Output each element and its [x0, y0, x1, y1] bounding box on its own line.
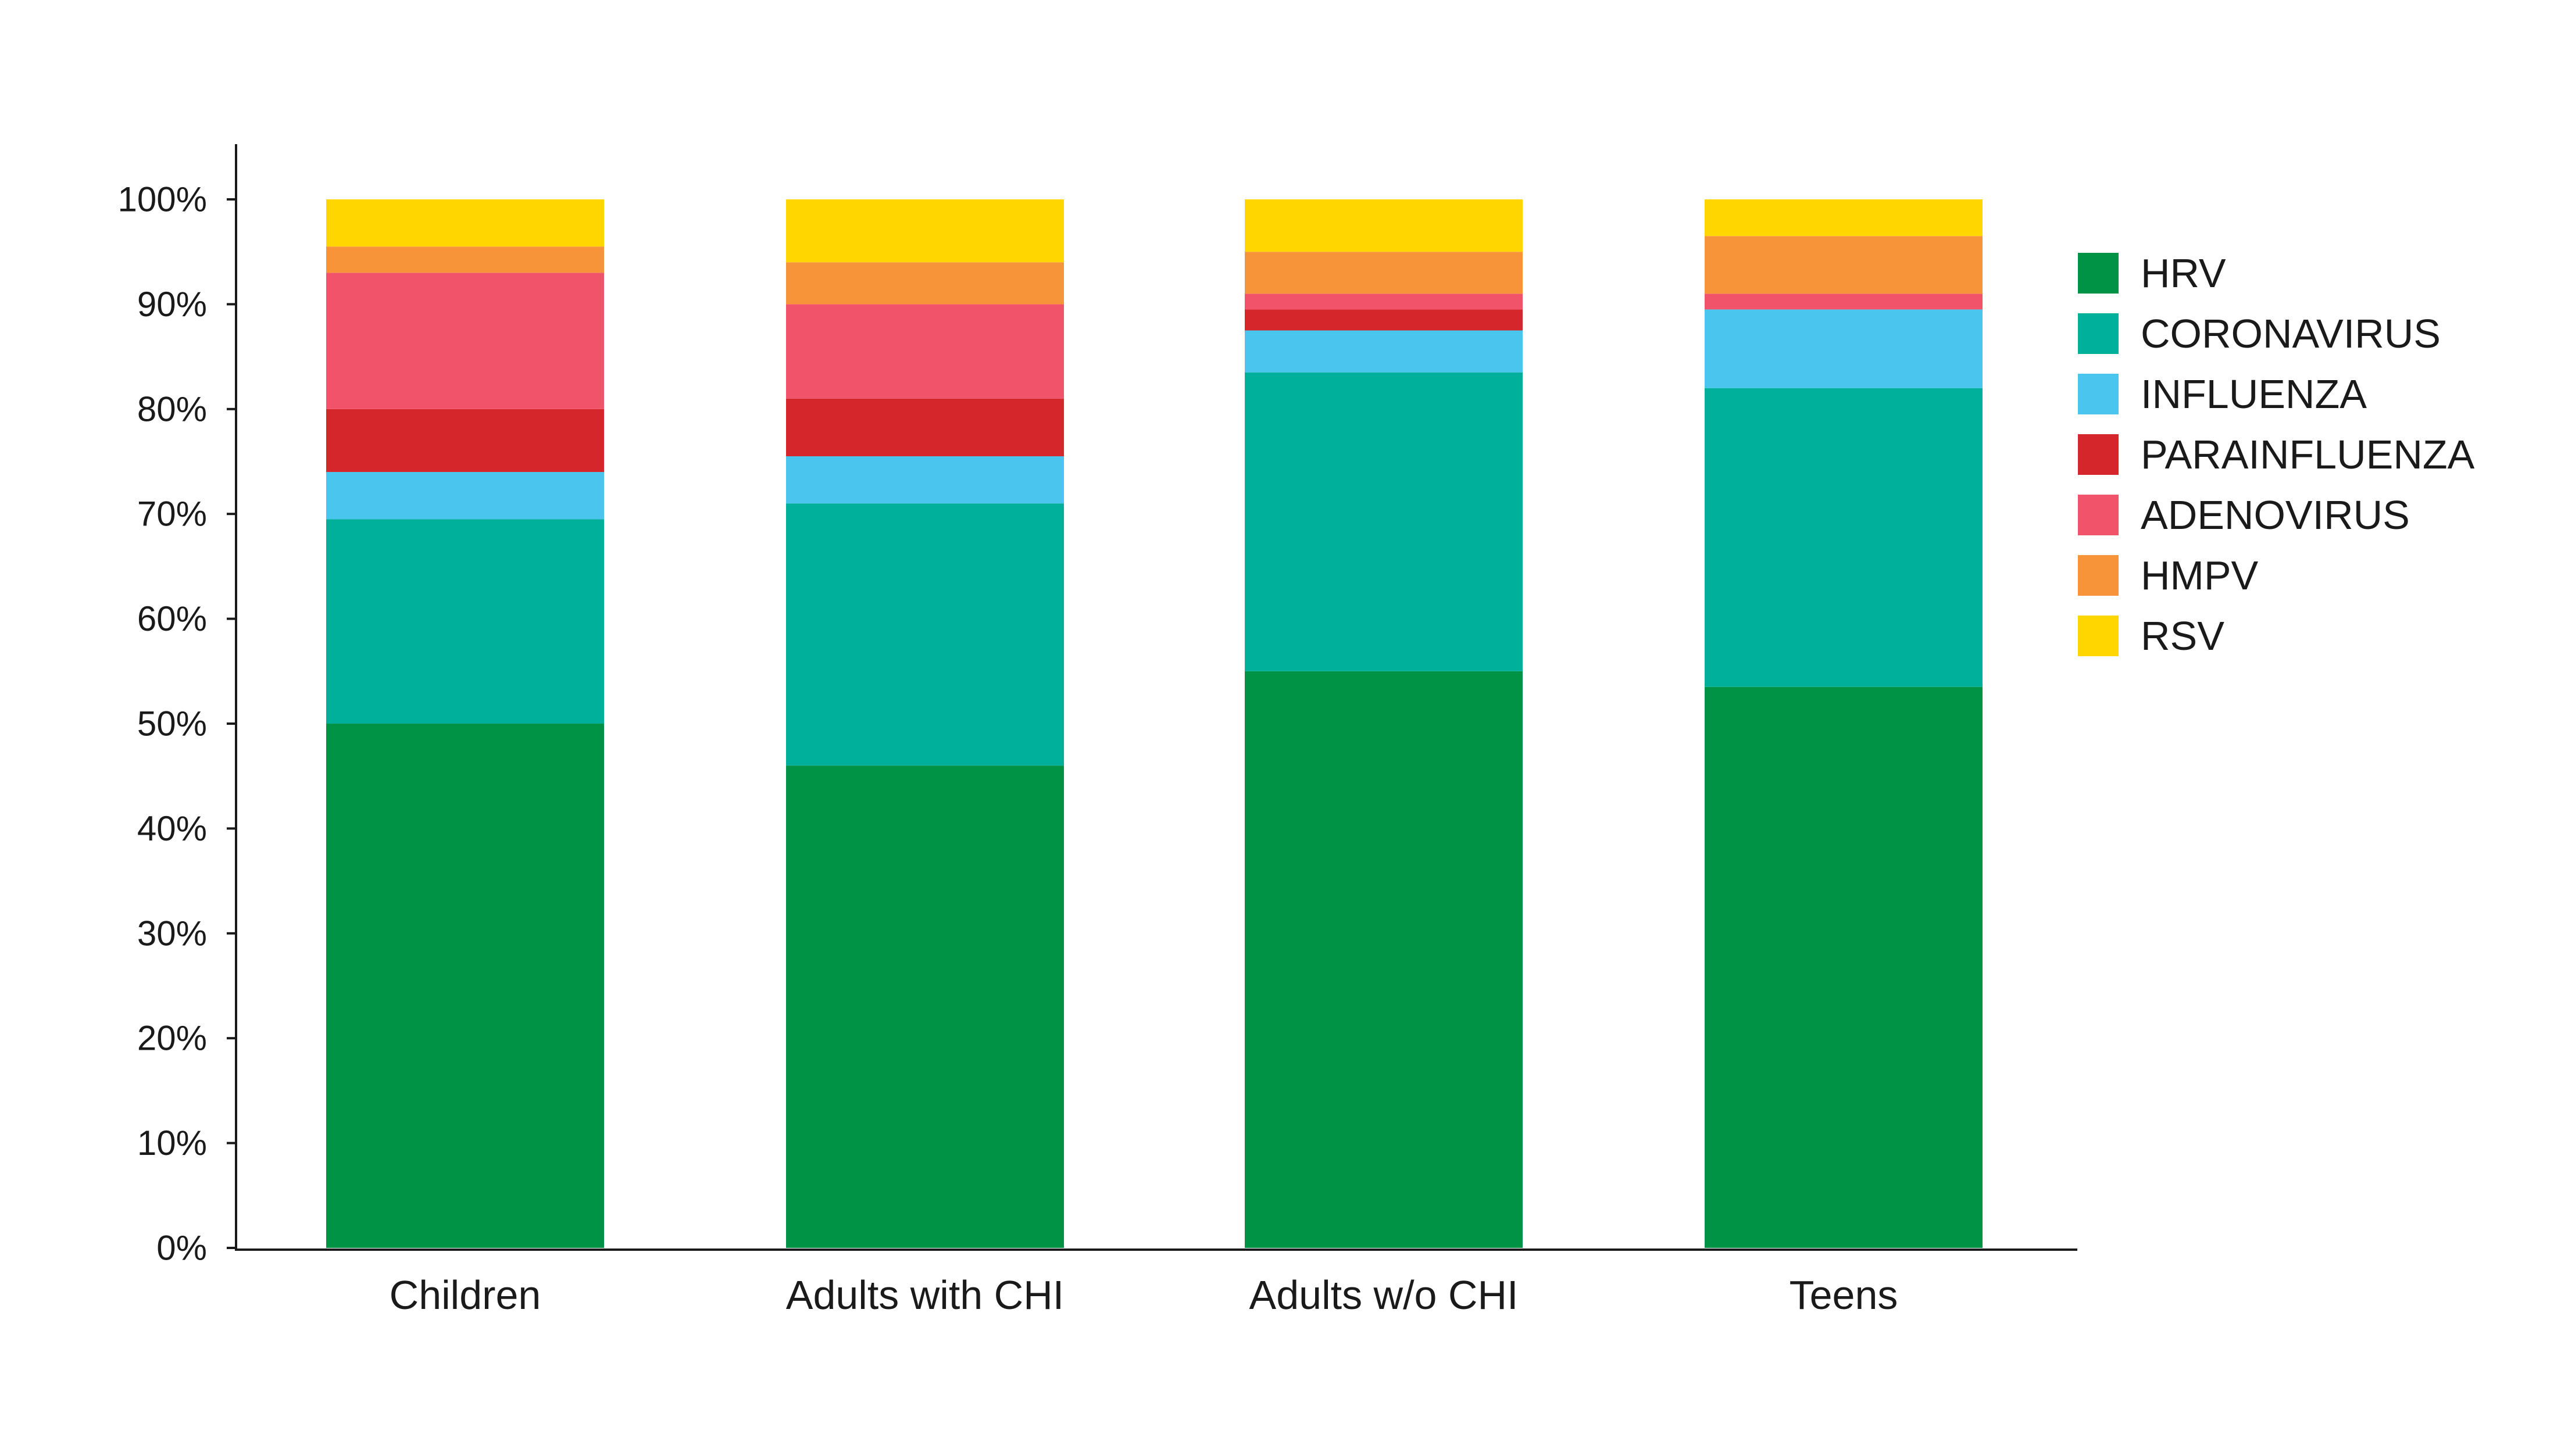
bar-segment-adults-with-chi-hrv [786, 765, 1064, 1248]
bar-segment-adults-with-chi-hmpv [786, 262, 1064, 305]
bar-segment-teens-hrv [1705, 686, 1983, 1248]
x-categories-layer: Children Adults with CHI Adults w/o CHI Tee… [390, 1272, 1898, 1318]
bar-segment-teens-hmpv [1705, 236, 1983, 294]
y-tick-label: 10% [137, 1124, 207, 1162]
bar-segment-teens-adenovirus [1705, 294, 1983, 310]
y-tick-label: 80% [137, 389, 207, 428]
bar-segment-adults-with-chi-influenza [786, 456, 1064, 504]
bar-segment-adults-with-chi-rsv [786, 199, 1064, 263]
legend-swatch [2078, 313, 2119, 354]
bars-layer [326, 199, 1983, 1248]
bar-segment-teens-coronavirus [1705, 388, 1983, 687]
legend-item-hrv: HRV [2078, 251, 2226, 296]
bar-segment-adults-w-o-chi-coronavirus [1245, 372, 1523, 671]
bar-segment-adults-w-o-chi-influenza [1245, 330, 1523, 373]
legend-swatch [2078, 555, 2119, 596]
bar-segment-teens-rsv [1705, 199, 1983, 237]
y-tick-label: 40% [137, 809, 207, 848]
y-tick-label: 70% [137, 495, 207, 534]
y-tick-label: 20% [137, 1019, 207, 1058]
bar-segment-children-hrv [326, 724, 604, 1248]
bar-segment-adults-w-o-chi-parainfluenza [1245, 309, 1523, 331]
legend-item-rsv: RSV [2078, 613, 2224, 659]
legend-label: HMPV [2141, 553, 2259, 598]
bar-segment-children-coronavirus [326, 519, 604, 724]
bar-segment-children-rsv [326, 199, 604, 247]
legend-item-hmpv: HMPV [2078, 553, 2259, 598]
axes-layer [235, 144, 2077, 1251]
bar-segment-adults-with-chi-coronavirus [786, 503, 1064, 766]
legend: HRV CORONAVIRUS INFLUENZA PARAINFLUENZA ADEN… [2078, 251, 2475, 659]
x-category-label: Adults with CHI [786, 1272, 1064, 1318]
bar-stack-adults-w-o-chi [1245, 199, 1523, 1248]
bar-segment-teens-influenza [1705, 309, 1983, 388]
bar-segment-children-hmpv [326, 246, 604, 273]
legend-label: RSV [2141, 613, 2224, 659]
legend-item-parainfluenza: PARAINFLUENZA [2078, 432, 2475, 477]
bar-segment-children-parainfluenza [326, 409, 604, 473]
bar-stack-children [326, 199, 604, 1248]
y-ticks-layer: 0% 10% 20% 30% 40% 50% 60% 70% 80% 90% 100% [118, 180, 236, 1268]
bar-stack-adults-with-chi [786, 199, 1064, 1248]
legend-label: ADENOVIRUS [2141, 492, 2410, 538]
bar-segment-adults-w-o-chi-rsv [1245, 199, 1523, 252]
legend-swatch [2078, 434, 2119, 475]
x-category-label: Teens [1790, 1272, 1898, 1318]
bar-segment-adults-with-chi-parainfluenza [786, 398, 1064, 456]
y-tick-label: 50% [137, 704, 207, 743]
y-tick-label: 100% [118, 180, 207, 219]
bar-segment-children-adenovirus [326, 273, 604, 409]
legend-swatch [2078, 374, 2119, 414]
bar-segment-children-influenza [326, 472, 604, 520]
x-category-label: Adults w/o CHI [1249, 1272, 1519, 1318]
legend-label: PARAINFLUENZA [2141, 432, 2475, 477]
x-category-label: Children [390, 1272, 541, 1318]
legend-swatch [2078, 495, 2119, 535]
legend-label: INFLUENZA [2141, 371, 2367, 417]
bar-segment-adults-w-o-chi-hmpv [1245, 252, 1523, 294]
legend-label: CORONAVIRUS [2141, 311, 2441, 356]
bar-stack-teens [1705, 199, 1983, 1248]
bar-segment-adults-w-o-chi-hrv [1245, 671, 1523, 1248]
legend-item-coronavirus: CORONAVIRUS [2078, 311, 2441, 356]
legend-label: HRV [2141, 251, 2226, 296]
y-tick-label: 0% [156, 1229, 207, 1268]
y-tick-label: 30% [137, 914, 207, 953]
y-tick-label: 60% [137, 599, 207, 638]
y-tick-label: 90% [137, 285, 207, 324]
bar-segment-adults-w-o-chi-adenovirus [1245, 294, 1523, 310]
legend-swatch [2078, 616, 2119, 656]
legend-swatch [2078, 253, 2119, 294]
legend-item-adenovirus: ADENOVIRUS [2078, 492, 2410, 538]
legend-item-influenza: INFLUENZA [2078, 371, 2367, 417]
bar-segment-adults-with-chi-adenovirus [786, 304, 1064, 399]
